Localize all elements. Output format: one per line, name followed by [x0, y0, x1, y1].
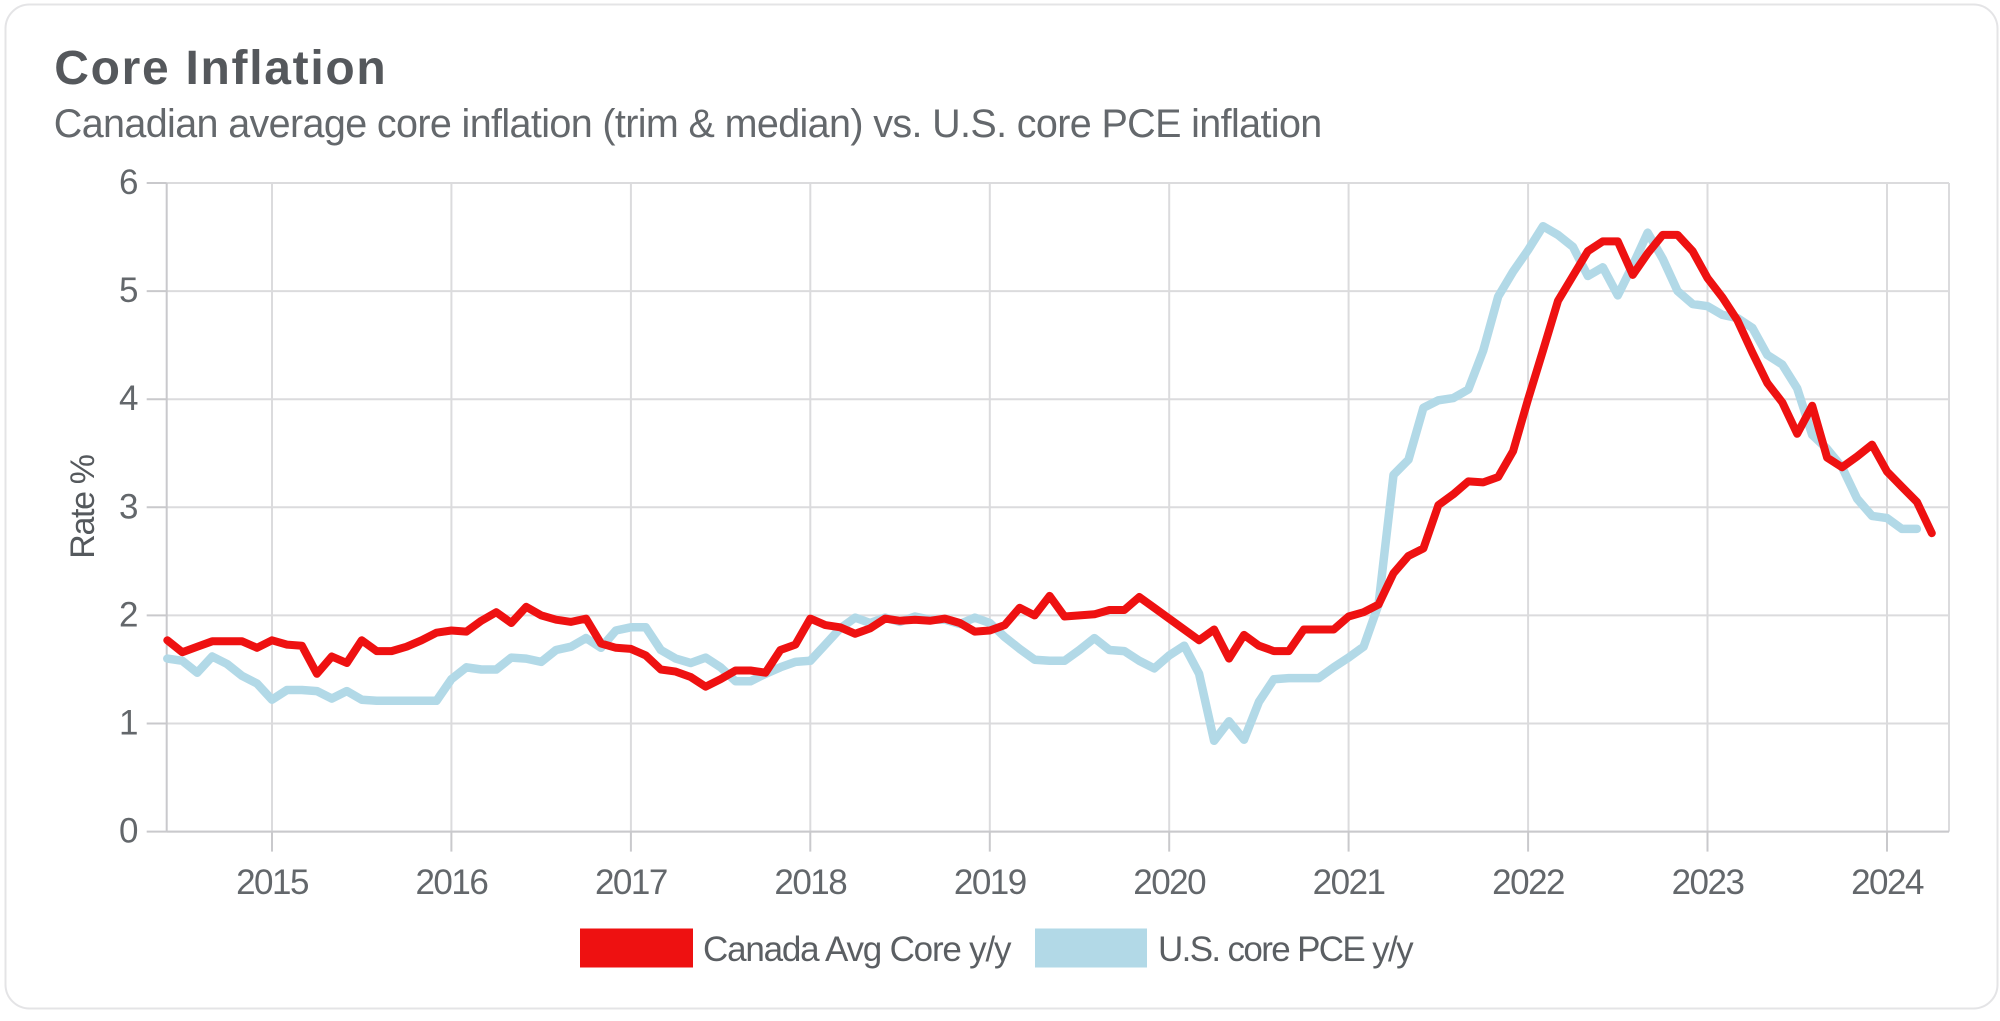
svg-text:Canada Avg Core y/y: Canada Avg Core y/y: [703, 930, 1012, 969]
svg-text:Rate %: Rate %: [64, 454, 102, 559]
svg-text:5: 5: [119, 271, 137, 310]
svg-text:2020: 2020: [1133, 863, 1206, 902]
svg-text:2019: 2019: [954, 863, 1026, 902]
svg-text:Canadian average core inflatio: Canadian average core inflation (trim & …: [54, 102, 1322, 146]
svg-text:1: 1: [119, 704, 137, 743]
svg-text:6: 6: [119, 163, 137, 202]
svg-text:2022: 2022: [1492, 863, 1564, 902]
svg-text:2021: 2021: [1313, 863, 1385, 902]
svg-text:2017: 2017: [595, 863, 667, 902]
svg-text:U.S. core PCE y/y: U.S. core PCE y/y: [1158, 930, 1414, 969]
svg-text:2015: 2015: [236, 863, 308, 902]
svg-text:Core Inflation: Core Inflation: [54, 42, 387, 95]
svg-text:2: 2: [119, 595, 137, 634]
svg-text:4: 4: [119, 379, 138, 418]
svg-text:3: 3: [119, 487, 137, 526]
svg-text:2023: 2023: [1672, 863, 1744, 902]
svg-text:2016: 2016: [415, 863, 487, 902]
svg-text:2018: 2018: [774, 863, 846, 902]
svg-text:0: 0: [119, 812, 138, 851]
svg-text:2024: 2024: [1851, 863, 1924, 902]
